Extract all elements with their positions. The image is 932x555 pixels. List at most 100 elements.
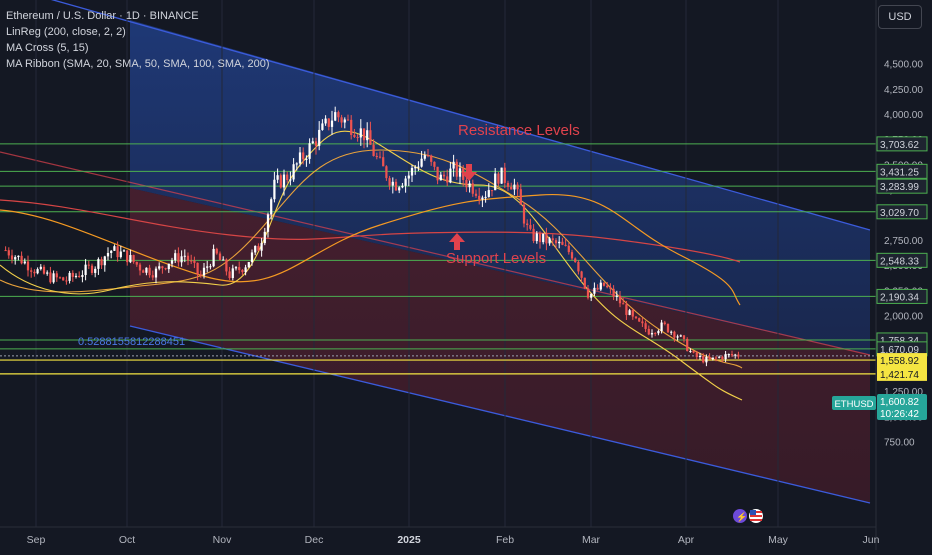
candlesticks[interactable]: [4, 106, 740, 367]
candle-body: [628, 310, 631, 315]
candle-body: [561, 241, 564, 245]
candle-body: [455, 161, 458, 177]
lower-channel-area: [130, 188, 870, 503]
indicator-linreg[interactable]: LinReg (200, close, 2, 2): [6, 26, 126, 38]
yellow-level-tag: [877, 366, 927, 381]
candle-body: [190, 260, 193, 262]
candle-body: [593, 287, 596, 294]
current-price-marker: ETHUSD 1,600.82 10:26:42: [832, 394, 927, 420]
candle-body: [30, 270, 33, 272]
current-price-value: 1,600.82: [880, 397, 919, 408]
indicator-ma-cross[interactable]: MA Cross (5, 15): [6, 42, 89, 54]
candle-body: [36, 269, 39, 274]
candle-body: [257, 245, 260, 251]
candle-body: [74, 275, 78, 277]
candle-body: [631, 310, 634, 317]
candle-body: [49, 272, 52, 283]
us-flag-icon[interactable]: [749, 509, 763, 523]
candle-body: [602, 282, 606, 286]
candle-body: [692, 351, 695, 353]
candle-body: [442, 174, 446, 177]
candle-body: [106, 252, 110, 257]
svg-text:⚡: ⚡: [736, 511, 747, 523]
candle-body: [458, 168, 462, 177]
candle-body: [148, 267, 151, 276]
candle-body: [68, 272, 71, 281]
candle-body: [596, 287, 599, 290]
candle-body: [570, 252, 574, 259]
candle-body: [542, 233, 545, 243]
green-level-tag: [876, 252, 928, 268]
candle-body: [94, 268, 97, 273]
candle-body: [586, 288, 590, 298]
candle-body: [113, 246, 116, 251]
candle-body: [615, 295, 618, 297]
candle-body: [199, 274, 202, 276]
ma-20-line: [0, 130, 743, 401]
candle-body: [497, 173, 500, 184]
green-level-tag: [876, 136, 928, 152]
level-labels: 3,703.62 3,431.25 3,283.99 3,029.70 2,548.33…: [876, 136, 928, 381]
candle-body: [302, 152, 305, 160]
candle-body: [318, 129, 321, 146]
candle-body: [522, 204, 526, 224]
green-level-tag: [876, 288, 928, 304]
channel-top-line: [50, 0, 871, 231]
candle-body: [260, 243, 263, 251]
candle-body: [343, 119, 346, 123]
candle-body: [52, 273, 55, 283]
currency-button[interactable]: USD: [878, 5, 922, 29]
candle-body: [10, 255, 14, 260]
tradingview-logo-icon[interactable]: ⚡: [733, 509, 747, 523]
candle-body: [580, 271, 583, 278]
candle-body: [391, 181, 394, 186]
candle-body: [606, 285, 609, 288]
symbol-badge: [832, 396, 876, 410]
candle-body: [129, 255, 132, 263]
time-tick-label: Sep: [27, 534, 46, 546]
candle-body: [372, 144, 375, 156]
time-axis[interactable]: Sep Oct Nov Dec 2025 Feb Mar Apr May Jun: [27, 534, 880, 546]
candle-body: [650, 333, 654, 335]
candle-body: [116, 246, 119, 258]
candle-body: [634, 316, 638, 319]
symbol-label: ETHUSD: [834, 399, 873, 410]
candle-body: [494, 173, 497, 191]
candle-body: [676, 336, 679, 338]
candle-body: [174, 253, 177, 261]
symbol-title[interactable]: Ethereum / U.S. Dollar · 1D · BINANCE: [6, 10, 199, 22]
candle-body: [558, 241, 561, 244]
candle-body: [519, 189, 522, 205]
candle-body: [132, 255, 135, 262]
candle-body: [183, 255, 186, 257]
candle-body: [145, 267, 148, 273]
candle-body: [548, 238, 551, 244]
candle-body: [702, 356, 705, 363]
candle-body: [142, 270, 145, 273]
candle-body: [78, 275, 81, 278]
candle-body: [618, 295, 622, 304]
candle-body: [273, 179, 276, 200]
indicator-ma-ribbon[interactable]: MA Ribbon (SMA, 20, SMA, 50, SMA, 100, S…: [6, 58, 270, 70]
candle-body: [279, 175, 282, 188]
candle-body: [388, 178, 391, 186]
price-tick-label: 4,500.00: [884, 60, 923, 71]
candle-body: [698, 356, 702, 358]
candle-body: [270, 199, 273, 215]
candle-body: [346, 119, 350, 121]
candle-body: [122, 250, 126, 252]
candle-body: [468, 183, 471, 188]
candle-body: [647, 328, 650, 335]
candle-body: [436, 166, 439, 181]
candle-body: [404, 178, 407, 186]
candle-body: [62, 277, 65, 281]
candle-body: [574, 258, 577, 262]
candle-body: [206, 266, 209, 268]
candle-body: [170, 260, 174, 264]
candle-body: [138, 264, 142, 271]
candle-body: [554, 240, 558, 244]
candle-body: [385, 166, 388, 179]
candle-body: [84, 264, 87, 275]
